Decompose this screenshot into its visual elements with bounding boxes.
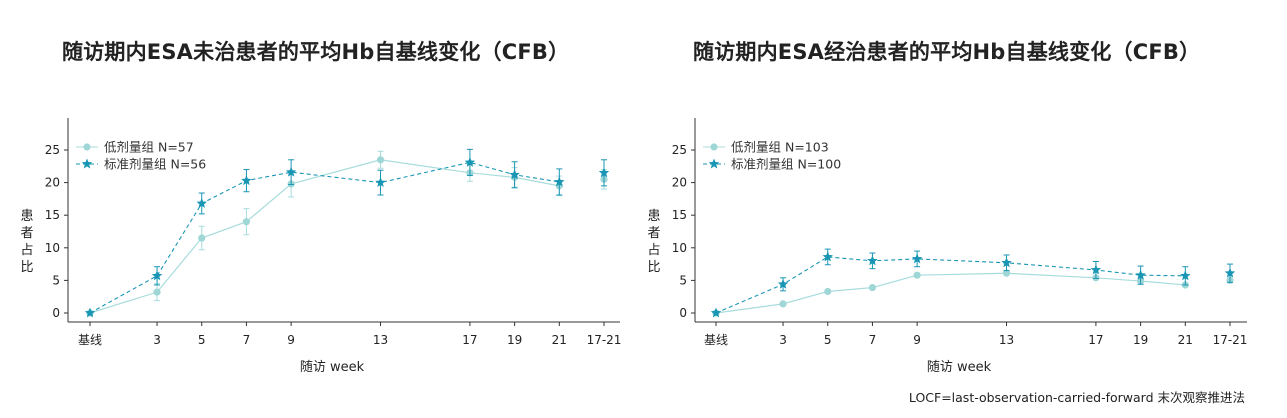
data-point-star xyxy=(1135,269,1146,280)
data-point-circle xyxy=(242,218,251,226)
x-tick-label: 17-21 xyxy=(587,333,622,347)
footnote-locf: LOCF=last-observation-carried-forward 末次… xyxy=(908,390,1245,405)
x-tick-label: 基线 xyxy=(78,333,102,347)
y-tick-label: 25 xyxy=(672,143,687,157)
low-dose-series xyxy=(712,269,1234,317)
x-tick-label: 9 xyxy=(913,333,921,347)
legend-label: 低剂量组 N=103 xyxy=(731,140,829,155)
legend-star-icon xyxy=(81,158,93,169)
y-tick-label: 5 xyxy=(679,273,687,287)
data-point-circle xyxy=(824,287,832,296)
chart-1-title: 随访期内ESA未治患者的平均Hb自基线变化（CFB） xyxy=(62,40,570,64)
y-tick-label: 20 xyxy=(672,176,687,190)
series-line xyxy=(715,272,1186,314)
data-point-star xyxy=(1001,257,1012,268)
legend-label: 标准剂量组 N=100 xyxy=(731,157,841,172)
chart-2: 0 5 10 15 20 25 基线 3 5 7 9 13 17 19 21 17-21 随访 week 患者占比… xyxy=(647,118,1247,375)
x-axis-title: 随访 week xyxy=(300,360,365,375)
legend-item: 低剂量组 N=57 xyxy=(76,140,194,155)
x-tick-label: 13 xyxy=(373,333,388,347)
x-tick-label: 19 xyxy=(1133,333,1148,347)
legend-circle-icon xyxy=(83,143,91,151)
x-tick-label: 7 xyxy=(869,333,877,347)
data-point-star xyxy=(1180,270,1191,281)
data-point-circle xyxy=(779,300,787,308)
x-tick-label: 21 xyxy=(1178,333,1193,347)
data-point-star xyxy=(285,166,297,177)
data-point-circle xyxy=(1002,269,1011,277)
y-tick-label: 15 xyxy=(672,208,687,222)
chart-2-title: 随访期内ESA经治患者的平均Hb自基线变化（CFB） xyxy=(693,40,1201,64)
x-axis-title: 随访 week xyxy=(927,360,992,375)
data-point-star xyxy=(911,253,923,264)
x-tick-label: 3 xyxy=(153,333,161,347)
y-tick-label: 15 xyxy=(45,208,60,222)
data-point-star xyxy=(777,278,789,289)
data-point-star xyxy=(84,307,96,318)
x-tick-label: 5 xyxy=(198,333,206,347)
legend-item: 标准剂量组 N=56 xyxy=(76,157,206,172)
x-tick-label: 7 xyxy=(243,333,251,347)
low-dose-series xyxy=(86,150,608,317)
x-tick-label: 基线 xyxy=(704,333,728,347)
data-point-star xyxy=(196,197,207,208)
data-point-star xyxy=(1090,264,1102,275)
data-point-star xyxy=(464,156,476,167)
data-point-circle xyxy=(913,271,921,279)
x-tick-label: 5 xyxy=(824,333,832,347)
standard-dose-series xyxy=(84,148,610,318)
standard-dose-series xyxy=(710,248,1236,318)
series-line xyxy=(89,159,560,314)
y-tick-label: 20 xyxy=(45,176,60,190)
y-axis-title: 患者占比 xyxy=(20,209,33,275)
x-tick-label: 17 xyxy=(1088,333,1103,347)
x-tick-label: 9 xyxy=(287,333,295,347)
data-point-star xyxy=(151,270,163,281)
data-point-star xyxy=(554,176,565,187)
chart-1: 0 5 10 15 20 25 基线 3 5 7 9 13 17 19 21 17-21 随访 week 患者占比… xyxy=(20,118,621,375)
legend-star-icon xyxy=(708,158,720,169)
x-tick-label: 19 xyxy=(507,333,522,347)
x-tick-label: 3 xyxy=(779,333,787,347)
data-point-star xyxy=(822,251,833,262)
x-tick-label: 13 xyxy=(999,333,1014,347)
legend-item: 标准剂量组 N=100 xyxy=(703,157,841,172)
legend-circle-icon xyxy=(710,143,718,151)
data-point-circle xyxy=(153,288,161,296)
legend-item: 低剂量组 N=103 xyxy=(703,140,829,155)
data-point-star xyxy=(598,167,610,178)
series-line xyxy=(89,161,560,314)
y-axis-title: 患者占比 xyxy=(647,209,660,275)
legend-label: 标准剂量组 N=56 xyxy=(104,157,206,172)
x-tick-label: 17 xyxy=(462,333,477,347)
data-point-circle xyxy=(198,234,206,242)
data-point-circle xyxy=(376,156,385,164)
legend-label: 低剂量组 N=57 xyxy=(104,140,194,155)
y-tick-label: 25 xyxy=(45,143,60,157)
data-point-star xyxy=(867,255,878,266)
data-point-star xyxy=(710,307,722,318)
x-tick-label: 17-21 xyxy=(1213,333,1248,347)
data-point-star xyxy=(241,175,252,186)
data-point-star xyxy=(1224,267,1236,278)
y-tick-label: 10 xyxy=(672,241,687,255)
y-tick-label: 0 xyxy=(52,306,60,320)
y-tick-label: 10 xyxy=(45,241,60,255)
y-tick-label: 0 xyxy=(679,306,687,320)
data-point-circle xyxy=(868,283,877,292)
y-tick-label: 5 xyxy=(52,273,60,287)
x-tick-label: 21 xyxy=(552,333,567,347)
data-point-star xyxy=(375,177,386,188)
data-point-star xyxy=(509,169,520,180)
